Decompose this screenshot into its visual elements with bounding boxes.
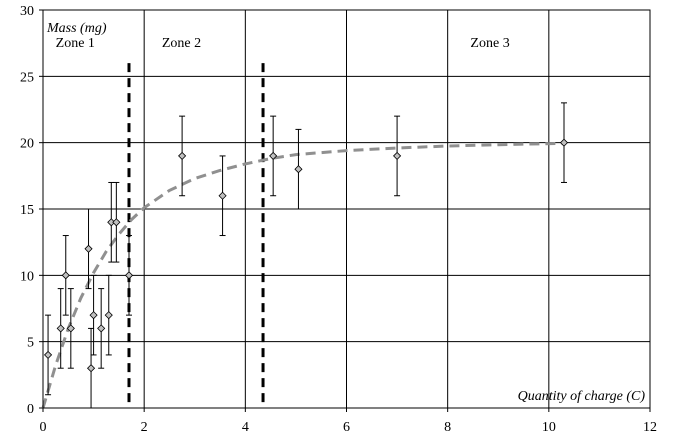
tick-labels: 0 2 4 6 8 10 12 0 5 10 15 20 25 30 [20,4,657,435]
data-point [269,151,278,160]
error-bars [45,102,568,409]
x-tick-label: 2 [141,420,148,435]
y-tick-label: 25 [20,70,34,85]
data-point [393,151,402,160]
zone-labels: Zone 1 Zone 2 Zone 3 [56,36,510,51]
data-points [43,138,569,373]
x-axis-label: Quantity of charge (C) [518,389,646,404]
data-point [124,271,134,280]
data-point [61,271,70,280]
zone-label: Zone 1 [56,36,95,51]
data-point [218,191,227,200]
data-point [89,311,98,320]
data-point [112,218,121,227]
data-point [66,324,75,333]
data-point [559,138,569,147]
data-point [104,311,113,320]
y-tick-label: 5 [27,336,34,351]
y-axis-label: Mass (mg) [46,21,107,36]
x-tick-label: 0 [40,420,47,435]
x-tick-label: 4 [242,420,249,435]
data-point [178,151,187,160]
y-tick-label: 0 [27,402,34,417]
data-point [86,364,96,373]
data-point [84,244,93,253]
data-point [43,350,53,359]
y-tick-label: 15 [20,203,34,218]
data-point [56,324,65,333]
y-tick-label: 10 [20,269,34,284]
zone-label: Zone 3 [470,36,509,51]
x-tick-label: 6 [343,420,350,435]
data-point [294,165,303,174]
gridlines [39,9,651,412]
data-point [97,324,106,333]
zone-dividers [127,63,265,408]
x-tick-label: 10 [542,420,556,435]
x-tick-label: 8 [444,420,451,435]
y-tick-label: 30 [20,4,34,19]
plot-frame [42,9,651,409]
y-tick-label: 20 [20,137,34,152]
x-tick-label: 12 [643,420,657,435]
zone-label: Zone 2 [162,36,201,51]
